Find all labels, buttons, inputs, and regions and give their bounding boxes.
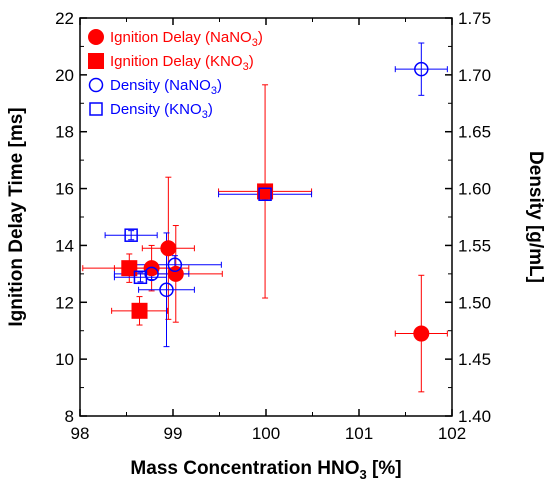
legend-item: Density (KNO3) [89,101,213,121]
legend-marker [88,53,104,69]
y2-tick-label: 1.45 [458,350,491,369]
x-ticks: 98 99 100 101 102 [71,18,466,443]
y-tick-label: 16 [55,180,74,199]
legend-label: Ignition Delay (KNO3) [110,53,254,73]
x-tick-label: 99 [164,424,183,443]
y2-tick-label: 1.65 [458,123,491,142]
data-point [414,61,429,77]
y2-tick-label: 1.40 [458,407,491,426]
y-tick-label: 22 [55,9,74,28]
x-axis-title-suffix: [%] [367,458,402,479]
x-tick-label: 102 [438,424,466,443]
x-axis-title: Mass Concentration HNO3 [%] [130,458,401,482]
legend-item: Ignition Delay (NaNO3) [88,29,263,49]
error-bar [104,230,158,241]
data-point [124,228,138,242]
y2-axis-title: Density [g/mL] [525,151,546,283]
legend: Ignition Delay (NaNO3) Ignition Delay (KN… [88,29,263,121]
data-point [258,187,272,202]
x-tick-label: 98 [71,424,90,443]
y2-tick-label: 1.60 [458,180,491,199]
legend-item: Density (NaNO3) [88,77,222,97]
data-point [159,282,174,298]
y-tick-label: 8 [65,407,74,426]
legend-marker [88,29,104,45]
x-axis-title-sub: 3 [360,467,367,482]
y-tick-label: 20 [55,66,74,85]
y2-tick-label: 1.70 [458,66,491,85]
y-tick-label: 10 [55,350,74,369]
y2-tick-label: 1.75 [458,9,491,28]
data-point [133,270,148,285]
error-bars-layer [82,42,448,393]
data-point [167,257,183,273]
legend-item: Ignition Delay (KNO3) [88,53,254,73]
y2-tick-label: 1.50 [458,293,491,312]
data-point [144,266,159,282]
error-bar [394,42,448,96]
markers-layer [121,61,430,342]
legend-label: Density (NaNO3) [110,77,222,97]
legend-label: Density (KNO3) [110,101,213,121]
legend-marker [89,102,103,116]
data-point [413,325,430,342]
x-tick-label: 101 [345,424,373,443]
y-axis-title: Ignition Delay Time [ms] [6,107,27,326]
y2-tick-label: 1.55 [458,236,491,255]
data-point [131,302,148,319]
y-tick-label: 14 [55,236,74,255]
data-point [160,240,177,257]
legend-marker [88,77,104,93]
y2-ticks: 1.40 1.45 1.50 1.55 1.60 1.65 1.70 1.75 [445,9,491,426]
x-axis-title-main: Mass Concentration HNO [130,458,359,479]
data-point [143,260,160,277]
y-tick-label: 12 [55,293,74,312]
y-ticks: 8 10 12 14 16 18 20 22 [55,9,87,426]
y-tick-label: 18 [55,123,74,142]
x-tick-label: 100 [252,424,280,443]
data-point [121,260,138,277]
legend-label: Ignition Delay (NaNO3) [110,29,263,49]
